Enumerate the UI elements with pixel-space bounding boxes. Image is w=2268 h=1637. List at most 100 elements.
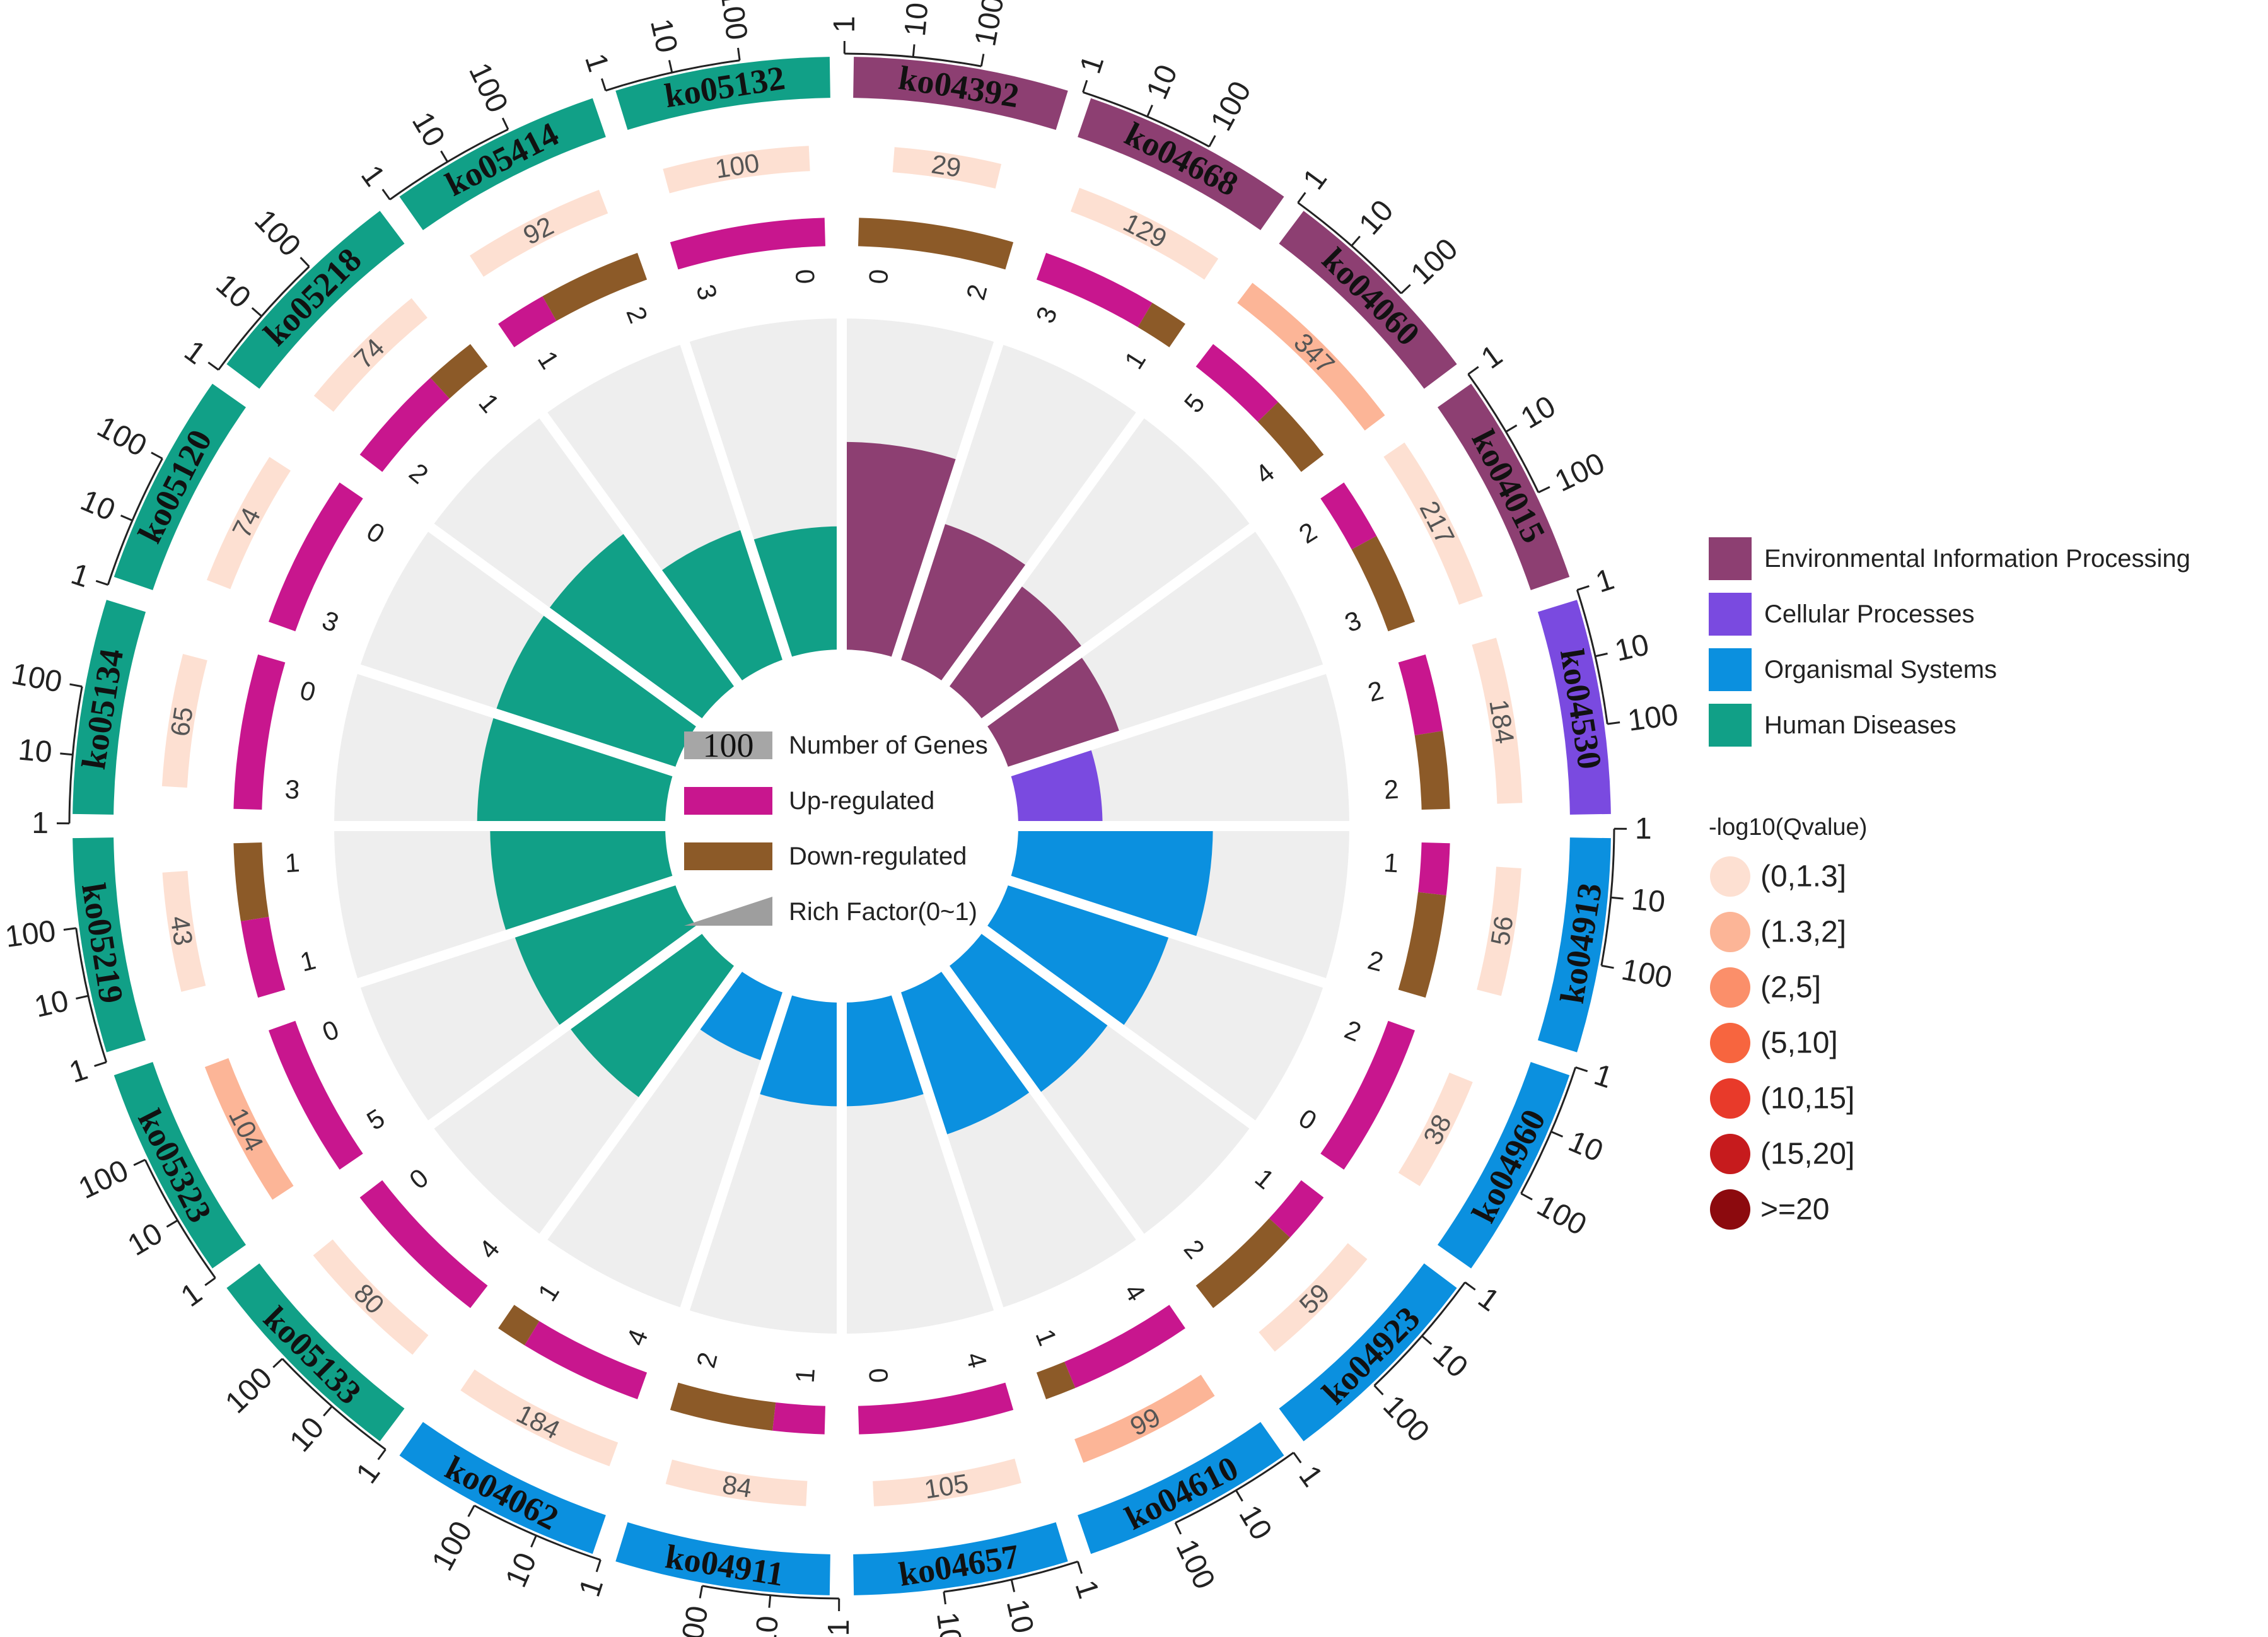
axis-tick-ko05132-10: [668, 60, 673, 73]
up-bar-ko04060: [1195, 344, 1279, 422]
axis-tick-label-ko04911-100: 100: [673, 1604, 715, 1637]
axis-tick-label-ko04668-100: 100: [1204, 76, 1258, 136]
axis-tick-ko04015-100: [1538, 486, 1550, 494]
axis-tick-ko04062-10: [530, 1535, 537, 1548]
up-count-ko04392: 0: [863, 268, 893, 284]
gene-count-label-ko04911: 84: [720, 1469, 753, 1503]
center-legend-label-up: Up-regulated: [789, 787, 934, 815]
axis-tick-ko05132-1: [600, 78, 607, 91]
up-count-ko04610: 4: [1119, 1278, 1151, 1307]
gene-count-box-ko04911: [665, 1459, 808, 1506]
axis-line-ko04913: [1600, 829, 1615, 966]
rich-separator-12: [537, 963, 744, 1243]
axis-tick-ko05120-10: [120, 515, 133, 521]
qvalue-dot-2: [1710, 967, 1750, 1008]
axis-tick-label-ko04392-100: 100: [968, 0, 1011, 49]
down-count-ko04913: 2: [1365, 945, 1387, 977]
gene-count-box-ko04060: [1237, 283, 1385, 431]
down-count-ko04060: 4: [1250, 457, 1280, 489]
axis-tick-ko04657-10: [1010, 1579, 1016, 1592]
rich-separator-6: [1005, 875, 1329, 989]
qvalue-dot-0: [1710, 856, 1750, 897]
rich-wedge-ko04392: [842, 441, 961, 658]
pathway-block-ko05132: [615, 57, 830, 131]
up-bar-ko05133: [359, 1180, 488, 1308]
up-count-ko04062: 4: [620, 1325, 653, 1349]
axis-tick-ko05133-1: [377, 1448, 387, 1460]
axis-tick-label-ko04668-10: 10: [1140, 60, 1184, 104]
axis-tick-label-ko05133-100: 100: [219, 1361, 279, 1420]
down-count-ko04657: 0: [863, 1367, 893, 1384]
axis-tick-label-ko04610-1: 1: [1292, 1460, 1329, 1493]
axis-tick-ko04062-100: [467, 1505, 475, 1517]
rich-wedge-ko04657: [842, 994, 929, 1107]
axis-line-ko05120: [107, 458, 163, 585]
rich-wedge-ko04913: [1009, 826, 1213, 941]
axis-tick-ko04913-10: [1610, 896, 1624, 900]
pathway-block-ko05218: [226, 211, 405, 389]
axis-tick-ko04668-100: [1208, 135, 1216, 148]
axis-tick-label-ko05133-10: 10: [284, 1411, 331, 1459]
pathway-block-ko04913: [1537, 837, 1611, 1052]
rich-separator-19: [679, 339, 793, 663]
axis-tick-label-ko04923-100: 100: [1376, 1389, 1436, 1449]
qvalue-label-0: (0,1.3]: [1760, 860, 1846, 894]
pathway-block-ko05134: [73, 600, 146, 815]
axis-tick-ko04657-100: [943, 1592, 946, 1605]
gene-count-label-ko04530: 184: [1484, 697, 1520, 746]
qvalue-dot-6: [1710, 1189, 1750, 1230]
rich-factor-ring: [331, 315, 1352, 1337]
up-count-ko04015: 2: [1294, 516, 1322, 549]
pathway-label-ko05133: ko05133: [257, 1299, 369, 1411]
axis-tick-label-ko04062-10: 10: [499, 1548, 544, 1592]
center-legend-number-sample: 100: [703, 726, 754, 764]
axis-tick-label-ko05134-1: 1: [32, 807, 49, 840]
center-hole: [665, 650, 1018, 1003]
axis-tick-label-ko04911-1: 1: [822, 1619, 856, 1636]
center-legend-label-number: Number of Genes: [789, 731, 988, 759]
axis-tick-label-ko05414-100: 100: [462, 58, 514, 118]
axis-tick-ko05120-1: [95, 580, 108, 586]
down-count-ko04610: 1: [1030, 1325, 1062, 1349]
axis-tick-label-ko04610-100: 100: [1170, 1534, 1221, 1594]
down-count-ko05132: 0: [790, 268, 820, 284]
axis-tick-ko04392-100: [980, 54, 985, 67]
gene-count-box-ko04657: [873, 1459, 1021, 1506]
rich-separator-4: [1005, 663, 1329, 778]
up-bar-ko05132: [670, 218, 825, 270]
pathway-label-ko04923: ko04923: [1315, 1299, 1427, 1411]
down-bar-ko04913: [1398, 892, 1446, 998]
axis-tick-label-ko05134-10: 10: [17, 733, 54, 769]
up-count-ko04060: 5: [1178, 388, 1211, 418]
up-count-ko05218: 2: [404, 457, 434, 489]
axis-line-ko04530: [1576, 590, 1608, 725]
axis-tick-label-ko05219-1: 1: [66, 1052, 92, 1090]
up-count-ko04913: 1: [1383, 848, 1399, 878]
axis-tick-label-ko04062-100: 100: [426, 1516, 479, 1576]
category-label-0: Environmental Information Processing: [1764, 545, 2190, 573]
pathway-block-ko05120: [113, 383, 247, 590]
gene-count-box-ko05132: [663, 146, 810, 194]
gene-count-box-ko04923: [1259, 1243, 1368, 1352]
center-legend: 100 Number of Genes Up-regulated Down-regul…: [684, 726, 988, 926]
axis-tick-ko04530-10: [1595, 652, 1608, 658]
down-bar-ko04923: [1195, 1218, 1291, 1308]
axis-tick-ko05219-100: [63, 927, 76, 931]
up-count-ko04530: 2: [1365, 675, 1387, 707]
axis-tick-ko05120-100: [151, 451, 163, 460]
pathway-block-ko05219: [73, 837, 146, 1052]
up-bar-ko04911: [772, 1402, 825, 1435]
axis-tick-label-ko04913-1: 1: [1635, 812, 1652, 846]
category-label-3: Human Diseases: [1764, 711, 1957, 739]
rich-separator-7: [979, 924, 1259, 1131]
axis-tick-ko05219-1: [94, 1061, 107, 1068]
axis-tick-label-ko05414-1: 1: [354, 160, 392, 193]
rich-wedge-ko04062: [696, 969, 788, 1062]
qvalue-dot-4: [1710, 1078, 1750, 1119]
axis-tick-ko04911-100: [699, 1585, 704, 1599]
pathway-block-ko04657: [853, 1522, 1068, 1595]
axis-tick-label-ko04911-10: 10: [748, 1614, 785, 1637]
up-bar-ko05219: [240, 916, 286, 998]
axis-tick-ko04060-10: [1351, 235, 1361, 247]
axis-tick-ko04960-10: [1550, 1131, 1564, 1138]
